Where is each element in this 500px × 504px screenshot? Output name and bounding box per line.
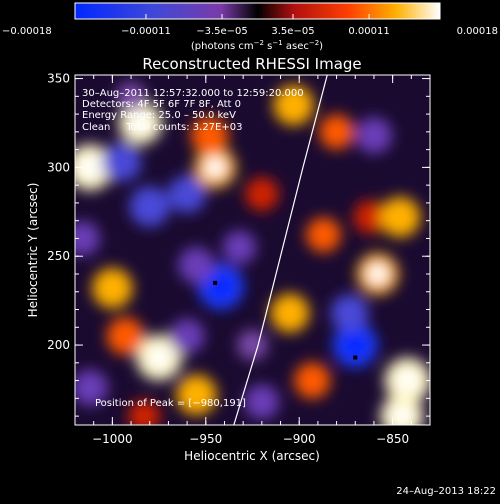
- peak-marker: [353, 355, 358, 360]
- peak-markers: [213, 280, 358, 360]
- heatmap-blob: [169, 318, 205, 354]
- heatmap-field: [75, 81, 430, 425]
- colorbar-unit: (photons cm−2 s−1 asec−2): [191, 39, 323, 52]
- heatmap-blob: [330, 294, 369, 332]
- info-line-time: 30–Aug–2011 12:57:32.000 to 12:59:20.000: [82, 88, 304, 99]
- heatmap-blob: [75, 369, 109, 406]
- colorbar-tick-label: −0.00011: [121, 26, 171, 37]
- y-tick-label: 250: [47, 249, 70, 263]
- heatmap-blob: [116, 81, 146, 111]
- heatmap-blob-core: [209, 274, 233, 298]
- heatmap-blob-core: [396, 369, 420, 393]
- timestamp: 24–Aug–2013 18:22: [396, 486, 496, 497]
- x-tick-label: −900: [283, 432, 316, 446]
- y-tick-label: 350: [47, 72, 70, 86]
- y-axis-label: Heliocentric Y (arcsec): [26, 183, 40, 318]
- chart-title: Reconstructed RHESSI Image: [142, 55, 361, 73]
- heatmap-blob: [222, 230, 257, 265]
- heatmap-blob: [270, 293, 310, 333]
- heatmap-blob: [294, 362, 331, 399]
- heatmap-blob: [306, 217, 341, 253]
- heatmap-blob: [128, 400, 161, 425]
- heatmap-blob-core: [344, 333, 367, 357]
- info-line-energy: Energy Range: 25.0 – 50.0 keV: [82, 110, 236, 121]
- heatmap-blob: [168, 175, 206, 213]
- heatmap-blob: [379, 196, 421, 238]
- heatmap-blob: [237, 329, 268, 361]
- plot-frame: [74, 74, 431, 426]
- info-line-clean: Clean Total counts: 3.27E+03: [82, 122, 242, 133]
- colorbar-tick-label: −3.5e−05: [196, 26, 248, 37]
- heatmap-blob: [273, 85, 314, 126]
- colorbar-tick-label: 0.00018: [457, 26, 498, 37]
- heatmap-blob: [106, 317, 145, 355]
- heatmap-blob: [75, 221, 100, 256]
- x-tick-label: −850: [376, 432, 409, 446]
- y-tick-label: 300: [47, 160, 70, 174]
- heatmap-blob: [244, 384, 280, 420]
- x-axis-ticks: −1000 −950 −900 −850: [92, 75, 431, 446]
- y-tick-label: 200: [47, 338, 70, 352]
- heatmap-blob: [319, 114, 354, 150]
- heatmap-blob: [102, 142, 142, 182]
- x-tick-label: −1000: [92, 432, 133, 446]
- heatmap-blob: [245, 177, 279, 211]
- colorbar: [74, 2, 441, 20]
- heatmap-blob-core: [204, 156, 226, 178]
- solar-limb-line: [233, 75, 328, 425]
- heatmap-blob-core: [367, 263, 389, 285]
- heatmap-blob-core: [147, 345, 171, 369]
- info-line-detectors: Detectors: 4F 5F 6F 7F 8F, Att 0: [82, 99, 241, 110]
- heatmap-blob: [129, 186, 170, 227]
- heatmap-blob: [178, 247, 215, 284]
- heatmap-blob: [176, 374, 217, 415]
- heatmap-blob-core: [391, 405, 413, 425]
- heatmap-blob-core: [78, 155, 102, 179]
- peak-position-label: Position of Peak = [−980,191]: [95, 398, 246, 409]
- heatmap-blob: [92, 267, 133, 309]
- heatmap-blob: [353, 200, 387, 234]
- heatmap-blob-core: [129, 112, 152, 134]
- y-axis-ticks: 200 250 300 350: [47, 72, 430, 417]
- x-axis-label: Heliocentric X (arcsec): [184, 449, 320, 463]
- colorbar-tick-label: 0.00011: [348, 26, 389, 37]
- heatmap-blob: [355, 117, 393, 154]
- colorbar-tick-label: 3.5e−05: [271, 26, 314, 37]
- peak-marker: [213, 280, 218, 285]
- colorbar-tick-label: −0.00018: [2, 26, 52, 37]
- x-tick-label: −950: [189, 432, 222, 446]
- heatmap-blob: [190, 116, 229, 155]
- colorbar-ticks: −0.00018 −0.00011 −3.5e−05 3.5e−05 0.00011 0.…: [2, 14, 498, 37]
